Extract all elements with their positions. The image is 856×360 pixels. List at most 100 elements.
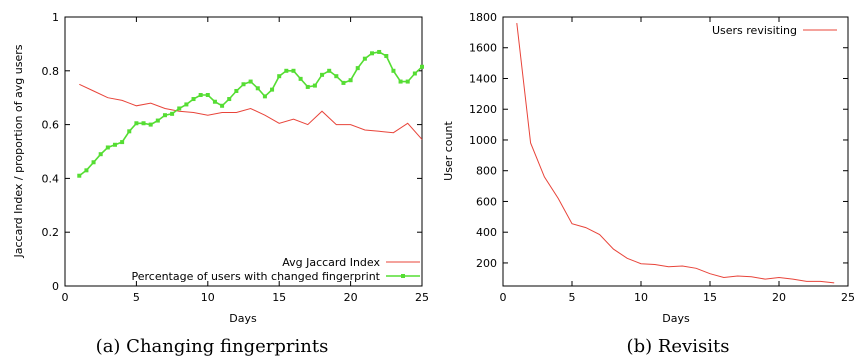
y-tick-label: 200 (476, 257, 497, 270)
x-tick-label: 5 (133, 291, 140, 304)
data-point (298, 76, 303, 81)
y-tick-label: 400 (476, 226, 497, 239)
series-line-percentage-of-users-with-changed-fingerprint (78, 51, 423, 177)
data-point (198, 93, 203, 98)
data-point (348, 78, 353, 83)
x-tick-label: 5 (569, 291, 576, 304)
y-tick-label: 800 (476, 165, 497, 178)
data-point (312, 83, 317, 88)
data-point (162, 113, 167, 118)
data-point (391, 68, 396, 73)
data-point (384, 54, 389, 59)
data-point (98, 152, 103, 157)
data-point (262, 94, 267, 99)
caption: (a) Changing fingerprints (96, 336, 329, 357)
plot-area-frame (64, 16, 423, 287)
x-tick-label: 0 (500, 291, 507, 304)
y-tick-label: 1 (52, 11, 59, 24)
data-point (205, 93, 210, 98)
y-tick-label: 0.4 (42, 172, 60, 185)
tick-labels: 0 5 10 15 20 25 0 0.2 0.4 0.6 0.8 1 (42, 11, 430, 304)
y-tick-label: 1600 (469, 42, 497, 55)
x-tick-label: 25 (415, 291, 429, 304)
legend: Users revisiting (712, 24, 837, 37)
series-line-users-revisiting (516, 23, 835, 284)
data-point (291, 68, 296, 73)
x-tick-label: 0 (62, 291, 69, 304)
series-line-avg-jaccard-index (79, 83, 423, 140)
legend-label-users-revisiting: Users revisiting (712, 24, 797, 37)
data-point (377, 49, 382, 54)
data-point (270, 87, 275, 92)
data-point (241, 82, 246, 87)
tick-marks (502, 16, 849, 286)
plot-area-frame (502, 16, 849, 287)
chart-changing-fingerprints: 0 5 10 15 20 25 0 0.2 0.4 0.6 0.8 1 Avg Jaccard Ind… (12, 11, 429, 357)
data-point (248, 79, 253, 84)
y-tick-label: 600 (476, 195, 497, 208)
series-group (77, 49, 424, 178)
data-point (134, 121, 139, 126)
data-point (120, 140, 125, 145)
x-tick-label: 10 (634, 291, 648, 304)
tick-marks (64, 16, 423, 287)
data-point (320, 72, 325, 77)
series-group (516, 23, 835, 284)
data-point (362, 56, 367, 61)
y-tick-label: 0.6 (42, 119, 60, 132)
y-tick-label: 1800 (469, 11, 497, 24)
data-point (284, 68, 289, 73)
x-tick-label: 15 (272, 291, 286, 304)
data-point (112, 142, 117, 147)
x-axis-label: Days (662, 312, 690, 325)
x-tick-label: 25 (841, 291, 855, 304)
data-point (105, 145, 110, 150)
chart-revisits: 0 5 10 15 20 25 200 400 600 800 1000 1200 1400 1600 18… (442, 11, 855, 357)
y-tick-label: 1400 (469, 72, 497, 85)
data-point (184, 102, 189, 107)
data-point (370, 51, 375, 56)
data-point (355, 66, 360, 71)
data-point (341, 80, 346, 85)
x-tick-label: 15 (703, 291, 717, 304)
data-point (127, 129, 132, 134)
x-tick-label: 20 (772, 291, 786, 304)
data-point (148, 122, 153, 127)
data-point (412, 71, 417, 76)
y-axis-label: Jaccard Index / proportion of avg users (12, 44, 25, 258)
data-point (327, 68, 332, 73)
y-tick-label: 1200 (469, 103, 497, 116)
data-point (212, 99, 217, 104)
data-point (227, 97, 232, 102)
data-point (84, 168, 89, 173)
y-tick-label: 0 (52, 280, 59, 293)
data-point (334, 74, 339, 79)
y-axis-label: User count (442, 121, 455, 181)
caption: (b) Revisits (627, 336, 730, 357)
data-point (155, 118, 160, 123)
data-point (141, 121, 146, 126)
data-point (405, 79, 410, 84)
data-point (91, 160, 96, 165)
data-point (77, 173, 82, 178)
data-point (305, 84, 310, 89)
y-tick-label: 0.8 (42, 65, 60, 78)
x-tick-label: 20 (344, 291, 358, 304)
x-axis-label: Days (229, 312, 257, 325)
data-point (191, 97, 196, 102)
data-point (277, 74, 282, 79)
y-tick-label: 1000 (469, 134, 497, 147)
legend-label-avg-jaccard-index: Avg Jaccard Index (282, 256, 380, 269)
data-point (234, 88, 239, 93)
data-point (420, 64, 424, 69)
legend-label-percentage-of-users-with-changed-fingerprint: Percentage of users with changed fingerp… (131, 270, 380, 283)
x-tick-label: 10 (201, 291, 215, 304)
tick-labels: 0 5 10 15 20 25 200 400 600 800 1000 1200 1400 1600 18… (469, 11, 855, 304)
data-point (177, 106, 182, 111)
data-point (220, 103, 225, 108)
data-point (170, 111, 175, 116)
data-point (398, 79, 403, 84)
legend-marker (401, 274, 405, 278)
